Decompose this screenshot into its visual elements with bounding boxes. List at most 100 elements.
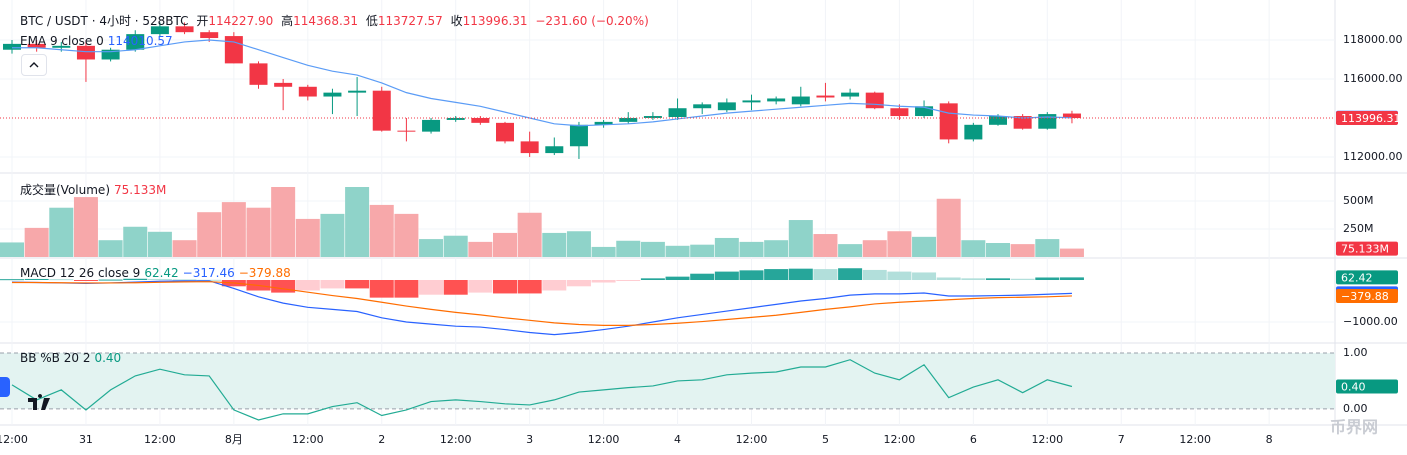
macd-histogram-bar bbox=[345, 280, 370, 289]
volume-bar bbox=[172, 240, 197, 257]
ema-legend: EMA 9 close 0 114010.57 bbox=[20, 34, 177, 48]
candle-body bbox=[496, 122, 514, 142]
bb-legend: BB %B 20 2 0.40 bbox=[20, 351, 125, 365]
y-tick-label: 0.00 bbox=[1343, 402, 1368, 415]
volume-bar bbox=[616, 240, 641, 257]
volume-bar bbox=[419, 239, 444, 257]
candle-body bbox=[939, 103, 958, 140]
macd-histogram-bar bbox=[764, 269, 789, 281]
macd-histogram-bar bbox=[0, 279, 24, 281]
side-tab[interactable] bbox=[0, 377, 10, 397]
x-tick-label: 5 bbox=[822, 433, 829, 446]
candle-body bbox=[471, 117, 490, 123]
x-tick-label: 12:00 bbox=[1179, 433, 1211, 446]
candle-body bbox=[619, 117, 638, 122]
candle-body bbox=[126, 34, 145, 50]
candle-body bbox=[348, 90, 367, 93]
volume-bar bbox=[369, 204, 394, 257]
open-label: 开 bbox=[196, 14, 209, 28]
y-tick-label: 1.00 bbox=[1343, 346, 1368, 359]
volume-bar bbox=[271, 187, 296, 257]
volume-bar bbox=[887, 231, 912, 257]
candle-body bbox=[422, 119, 441, 132]
price-tag-label: 62.42 bbox=[1341, 271, 1373, 284]
collapse-button[interactable] bbox=[21, 54, 47, 76]
y-tick-label: 112000.00 bbox=[1343, 150, 1403, 163]
x-tick-label: 6 bbox=[970, 433, 977, 446]
macd-histogram-bar bbox=[1059, 277, 1084, 281]
candle-body bbox=[274, 82, 293, 87]
candle-body bbox=[742, 100, 761, 103]
x-tick-label: 12:00 bbox=[440, 433, 472, 446]
price-tag bbox=[1336, 241, 1398, 256]
change: −231.60 (−0.20%) bbox=[535, 14, 649, 28]
volume-bar bbox=[936, 198, 961, 257]
candle-body bbox=[1062, 113, 1081, 119]
volume-bar bbox=[566, 231, 591, 257]
ema-name: EMA 9 close 0 bbox=[20, 34, 104, 48]
macd-histogram-bar bbox=[320, 280, 345, 289]
volume-bar bbox=[862, 240, 887, 257]
volume-bar bbox=[320, 213, 345, 257]
x-tick-label: 12:00 bbox=[144, 433, 176, 446]
volume-bar bbox=[640, 241, 665, 257]
low: 113727.57 bbox=[377, 14, 443, 28]
candle-body bbox=[816, 95, 835, 98]
candle-body bbox=[545, 146, 564, 154]
candle-body bbox=[76, 45, 95, 60]
volume-bar bbox=[517, 212, 542, 257]
macd-histogram-bar bbox=[98, 279, 123, 281]
candle-body bbox=[989, 116, 1007, 125]
logo-icon bbox=[28, 394, 50, 410]
macd-histogram-bar bbox=[271, 280, 296, 293]
macd-histogram-bar bbox=[443, 280, 468, 295]
macd-histogram-bar bbox=[862, 269, 887, 281]
volume-title: 成交量(Volume) bbox=[20, 183, 110, 197]
volume-value: 75.133M bbox=[114, 183, 167, 197]
candle-body bbox=[224, 36, 243, 64]
volume-bar bbox=[0, 242, 24, 257]
volume-bar bbox=[197, 212, 222, 257]
symbol: BTC / USDT · 4小时 · 528BTC bbox=[20, 14, 189, 28]
indicator-line bbox=[11, 359, 1073, 421]
candle-body bbox=[668, 108, 687, 118]
x-tick-label: 12:00 bbox=[0, 433, 28, 446]
macd-histogram-bar bbox=[714, 271, 739, 281]
volume-bar bbox=[739, 241, 764, 257]
bb-title: BB %B 20 2 bbox=[20, 351, 91, 365]
volume-bar bbox=[542, 232, 567, 257]
volume-bar bbox=[912, 236, 937, 257]
macd-histogram-bar bbox=[788, 268, 813, 281]
candle-body bbox=[175, 26, 194, 33]
y-tick-label: 500M bbox=[1343, 194, 1374, 207]
candle-body bbox=[323, 92, 342, 97]
macd-histogram-bar bbox=[295, 280, 320, 291]
macd-histogram-bar bbox=[739, 270, 764, 281]
macd-histogram-bar bbox=[369, 280, 394, 298]
candle-body bbox=[27, 43, 46, 48]
volume-bar bbox=[764, 240, 789, 257]
price-tag bbox=[1336, 288, 1398, 303]
volume-bar bbox=[394, 213, 419, 257]
watermark: 币界网 bbox=[1330, 418, 1378, 437]
macd-title: MACD 12 26 close 9 bbox=[20, 266, 141, 280]
close-label: 收 bbox=[450, 14, 463, 28]
volume-bar bbox=[1059, 248, 1084, 257]
volume-bar bbox=[443, 235, 468, 257]
volume-bar bbox=[295, 218, 320, 257]
candle-body bbox=[249, 63, 268, 85]
volume-bar bbox=[714, 237, 739, 257]
volume-legend: 成交量(Volume) 75.133M bbox=[20, 181, 170, 198]
volume-bar bbox=[1010, 244, 1035, 257]
signal-value: −379.88 bbox=[238, 266, 291, 280]
candle-body bbox=[52, 45, 71, 48]
y-tick-label: 250M bbox=[1343, 222, 1374, 235]
macd-histogram-bar bbox=[73, 280, 98, 282]
macd-histogram-bar bbox=[665, 276, 690, 281]
volume-bar bbox=[98, 240, 123, 257]
macd-histogram-bar bbox=[616, 280, 641, 282]
candle-body bbox=[594, 121, 613, 125]
x-tick-label: 3 bbox=[526, 433, 533, 446]
indicator-line bbox=[11, 280, 1072, 336]
